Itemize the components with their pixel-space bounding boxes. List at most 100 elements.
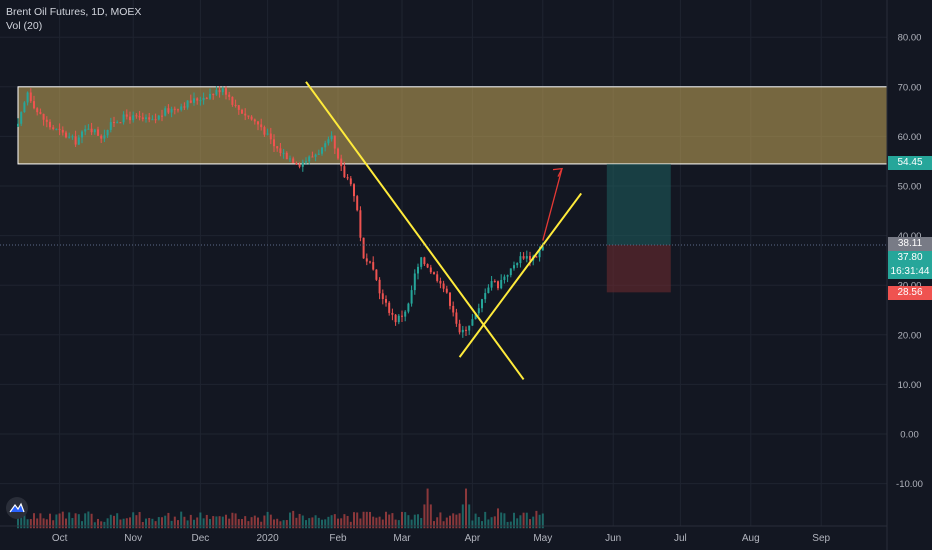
volume-bar — [497, 508, 499, 529]
candle-body — [218, 90, 221, 93]
candle-body — [93, 129, 96, 133]
volume-bar — [407, 515, 410, 529]
tradingview-logo[interactable] — [6, 497, 28, 519]
candle-body — [407, 303, 410, 312]
candle-body — [330, 135, 333, 140]
candle-body — [228, 94, 231, 97]
candle-body — [449, 292, 451, 306]
volume-bar — [359, 518, 362, 529]
candle-body — [369, 261, 371, 263]
volume-bar — [276, 518, 279, 529]
candle-body — [26, 92, 29, 103]
candle-body — [365, 258, 368, 262]
volume-bar — [20, 516, 23, 529]
candle-body — [429, 267, 432, 273]
volume-bar — [39, 513, 42, 529]
volume-bar — [170, 520, 173, 529]
volume-bar — [23, 512, 26, 529]
candle-body — [180, 106, 183, 110]
volume-bar — [295, 517, 298, 529]
candle-body — [477, 308, 480, 314]
candle-body — [481, 299, 483, 309]
candle-body — [305, 161, 307, 163]
volume-bar — [378, 516, 381, 529]
volume-bar — [193, 519, 195, 529]
candle-body — [250, 116, 253, 120]
volume-bar — [346, 515, 349, 529]
volume-bar — [103, 521, 106, 529]
countdown-label: 16:31:44 — [888, 265, 932, 279]
candle-body — [343, 166, 346, 178]
candle-body — [97, 129, 99, 136]
candle-body — [327, 139, 330, 144]
volume-bar — [490, 517, 493, 529]
volume-bar — [375, 517, 378, 529]
candle-body — [170, 108, 173, 113]
candle-body — [183, 106, 186, 108]
volume-bar — [289, 512, 291, 529]
y-tick-label: 70.00 — [898, 82, 922, 93]
candle-body — [535, 256, 538, 258]
volume-bar — [282, 520, 285, 529]
volume-bar — [308, 518, 311, 529]
volume-bar — [343, 514, 346, 529]
candle-body — [205, 97, 208, 99]
trendlines[interactable] — [305, 81, 583, 381]
candle-body — [167, 108, 170, 113]
resistance-zone[interactable] — [17, 86, 888, 165]
candle-body — [461, 329, 464, 333]
candle-body — [199, 100, 202, 102]
candle-body — [100, 135, 103, 139]
x-tick-label: May — [533, 533, 552, 544]
volume-bar — [493, 516, 496, 529]
candle-body — [538, 250, 541, 258]
volume-bar — [173, 516, 176, 529]
volume-bar — [68, 512, 71, 529]
current-price-label: 37.80 — [888, 251, 932, 265]
volume-bar — [279, 521, 282, 529]
candle-body — [397, 315, 400, 323]
candle-body — [29, 92, 32, 102]
volume-bar — [426, 488, 429, 529]
volume-indicator-label[interactable]: Vol (20) — [6, 20, 43, 32]
volume-bar — [90, 513, 93, 529]
volume-bar — [202, 518, 205, 529]
candle-body — [42, 113, 45, 120]
volume-bar — [525, 512, 528, 529]
candle-body — [125, 114, 128, 117]
volume-bar — [311, 517, 314, 529]
volume-bar — [36, 518, 39, 529]
volume-bar — [356, 512, 359, 529]
volume-bar — [55, 514, 58, 529]
candle-body — [266, 133, 269, 135]
volume-bar — [445, 517, 448, 529]
candle-body — [353, 184, 355, 197]
position-box[interactable] — [606, 163, 671, 293]
candle-body — [81, 131, 83, 138]
volume-bar — [429, 504, 432, 529]
candle-body — [103, 135, 106, 139]
volume-bar — [129, 517, 131, 529]
volume-bar — [273, 519, 275, 529]
candle-body — [295, 163, 298, 165]
candle-body — [525, 256, 528, 259]
volume-bar — [324, 519, 327, 529]
candle-body — [244, 113, 247, 116]
volume-bar — [177, 520, 179, 529]
volume-bar — [433, 521, 435, 529]
candle-body — [273, 139, 275, 147]
candle-body — [77, 137, 80, 145]
candle-body — [359, 210, 362, 238]
candle-body — [279, 148, 282, 154]
symbol-title[interactable]: Brent Oil Futures, 1D, MOEX — [6, 6, 142, 18]
volume-bar — [151, 518, 154, 529]
volume-bar — [506, 521, 509, 529]
volume-bar — [132, 512, 135, 529]
y-tick-label: 60.00 — [898, 132, 922, 143]
volume-bar — [167, 512, 170, 529]
candle-body — [113, 122, 115, 124]
candle-body — [404, 311, 407, 317]
candle-body — [301, 162, 304, 167]
